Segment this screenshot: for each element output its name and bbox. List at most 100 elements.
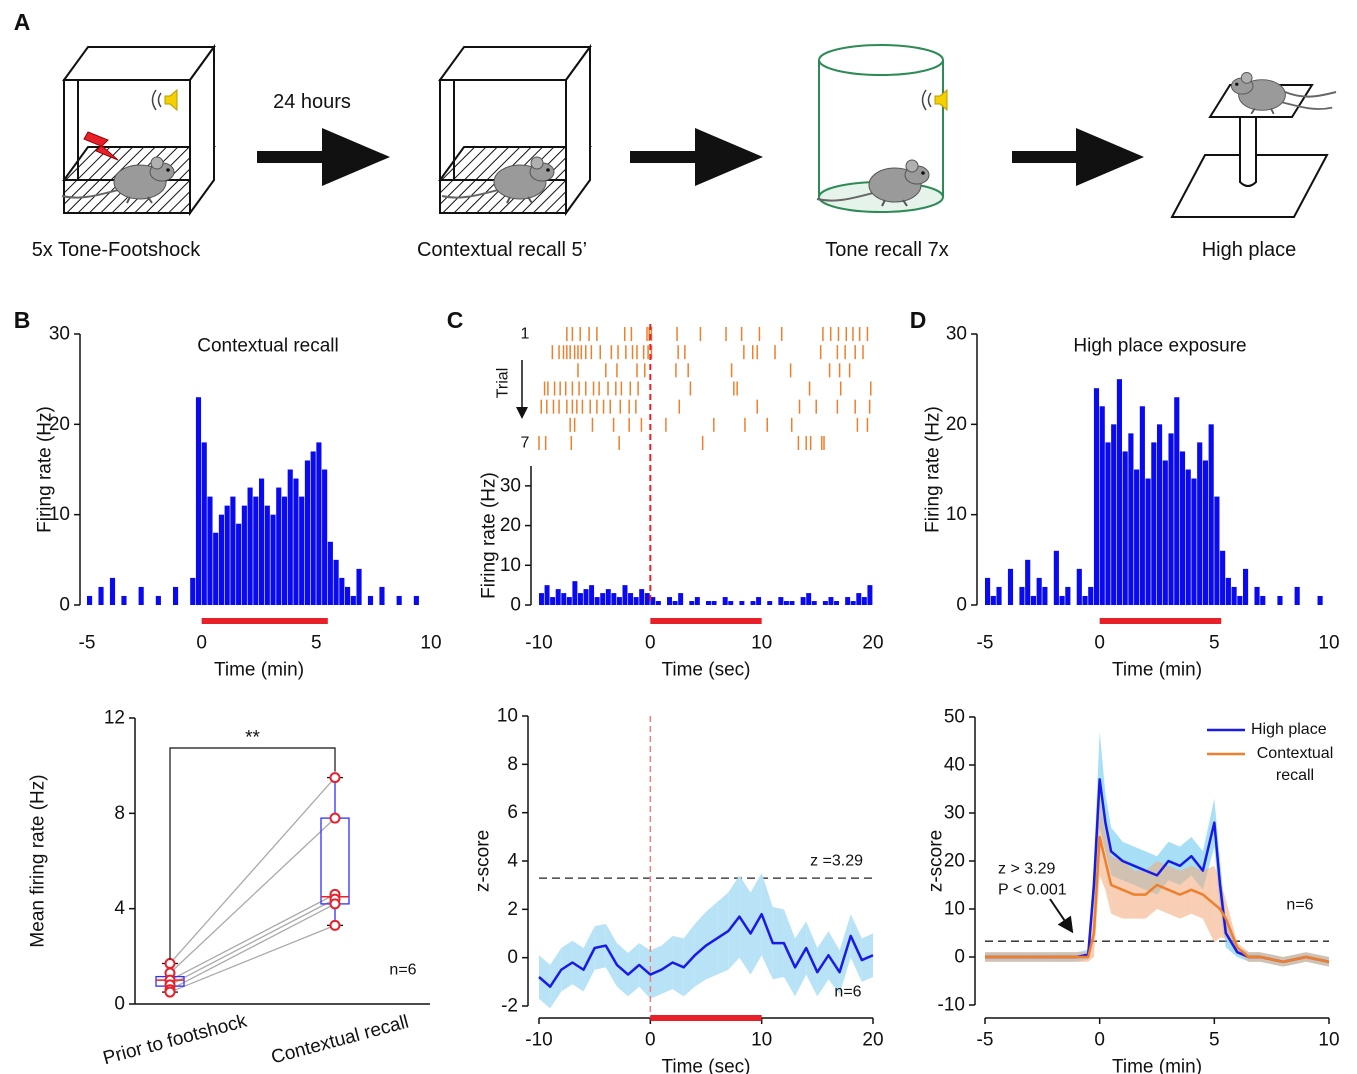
histogram-bar [413, 595, 419, 605]
histogram-bar [1065, 586, 1071, 605]
histogram-bar [644, 593, 650, 605]
histogram-bar [236, 523, 242, 605]
y-axis-label: Firing rate (Hz) [35, 406, 56, 533]
histogram-bar [207, 496, 213, 605]
annotation: n=6 [834, 984, 861, 1001]
y-axis-label: Firing rate (Hz) [923, 406, 944, 533]
x-tick-label: 10 [751, 633, 772, 654]
histogram-bar [566, 597, 572, 605]
x-tick-label: -5 [977, 1030, 994, 1051]
y-tick-label: 20 [500, 515, 521, 536]
y-tick-label: 4 [507, 851, 518, 872]
y-tick-label: 6 [507, 802, 518, 823]
histogram-bar [778, 597, 784, 605]
error-band [1214, 865, 1221, 943]
trial-label: 1 [521, 326, 530, 343]
histogram-bar [1082, 595, 1088, 605]
histogram-bar [310, 451, 316, 605]
x-axis-label: Time (min) [1112, 1057, 1202, 1074]
histogram-bar [1042, 586, 1048, 605]
y-tick-label: 20 [944, 851, 965, 872]
data-line [538, 912, 874, 988]
histogram-bar [213, 532, 219, 605]
histogram-bar [589, 585, 595, 605]
histogram-bar [611, 593, 617, 605]
pair-line [169, 903, 336, 991]
histogram-bar [155, 595, 161, 605]
histogram-bar [1162, 460, 1168, 605]
histogram-bar [828, 597, 834, 605]
schematic-cylinder [816, 44, 948, 213]
category-label: Contextual recall [269, 1012, 411, 1069]
histogram-bar [322, 469, 328, 605]
panel-label: D [910, 307, 927, 333]
error-band [1202, 865, 1215, 943]
interval-label: 24 hours [273, 91, 351, 113]
histogram-bar [577, 593, 583, 605]
x-axis-label: Time (sec) [661, 1057, 750, 1074]
histogram-bar [767, 601, 773, 605]
y-tick-label: 4 [114, 898, 125, 919]
histogram-bar [550, 597, 556, 605]
histogram-bar [1185, 469, 1191, 605]
histogram-bar [789, 601, 795, 605]
histogram-bar [694, 597, 700, 605]
histogram-bar [327, 541, 333, 605]
histogram-bar [639, 589, 645, 605]
schematic-high-place [1170, 71, 1337, 218]
histogram-bar [1191, 478, 1197, 605]
histogram-bar [845, 597, 851, 605]
x-tick-label: 5 [1209, 633, 1220, 654]
pair-line [169, 893, 336, 981]
histogram-bar [1105, 442, 1111, 605]
histogram-bar [1317, 595, 1323, 605]
histogram-bar [190, 577, 196, 605]
histogram-bar [616, 597, 622, 605]
y-tick-label: 20 [946, 414, 967, 435]
histogram-bar [1157, 424, 1163, 605]
histogram-bar [756, 597, 762, 605]
histogram-bar [379, 586, 385, 605]
histogram-bar [270, 514, 276, 605]
significance-bracket [169, 747, 336, 960]
histogram-bar [561, 593, 567, 605]
histogram-bar [1059, 595, 1065, 605]
pair-line [169, 777, 336, 964]
histogram-bar [201, 442, 207, 605]
step-label: Contextual recall 5’ [417, 239, 587, 261]
histogram-bar [605, 589, 611, 605]
histogram-bar [1134, 469, 1140, 605]
histogram-bar [1277, 595, 1283, 605]
histogram-bar [834, 601, 839, 605]
y-tick-label: 12 [104, 708, 125, 729]
x-tick-label: 0 [1094, 1030, 1105, 1051]
x-tick-label: 0 [645, 1030, 656, 1051]
pair-line [169, 924, 336, 993]
x-tick-label: -10 [525, 1030, 552, 1051]
histogram-bar [304, 460, 310, 605]
data-point [329, 919, 341, 931]
annotation: n=6 [1286, 897, 1313, 914]
histogram-bar [259, 478, 265, 605]
y-axis-label: Trial [495, 368, 512, 399]
histogram-bar [350, 595, 356, 605]
x-tick-label: 10 [1318, 1030, 1339, 1051]
histogram-bar [1111, 424, 1117, 605]
histogram-bar [98, 586, 104, 605]
histogram-bar [218, 514, 224, 605]
y-axis-label: z-score [926, 830, 947, 892]
chart-title: High place exposure [1073, 336, 1246, 357]
panel-label: B [14, 307, 31, 333]
annotation-arrow [1049, 898, 1074, 934]
histogram-bar [689, 601, 695, 605]
histogram-bar [1139, 406, 1145, 605]
histogram-bar [241, 505, 247, 605]
histogram-bar [109, 577, 116, 605]
histogram-bar [339, 577, 345, 605]
stimulus-bar [650, 1015, 762, 1021]
histogram-bar [806, 593, 812, 605]
x-tick-label: 5 [1209, 1030, 1220, 1051]
schematic-arrows [257, 128, 1144, 186]
histogram-bar [1025, 559, 1031, 605]
